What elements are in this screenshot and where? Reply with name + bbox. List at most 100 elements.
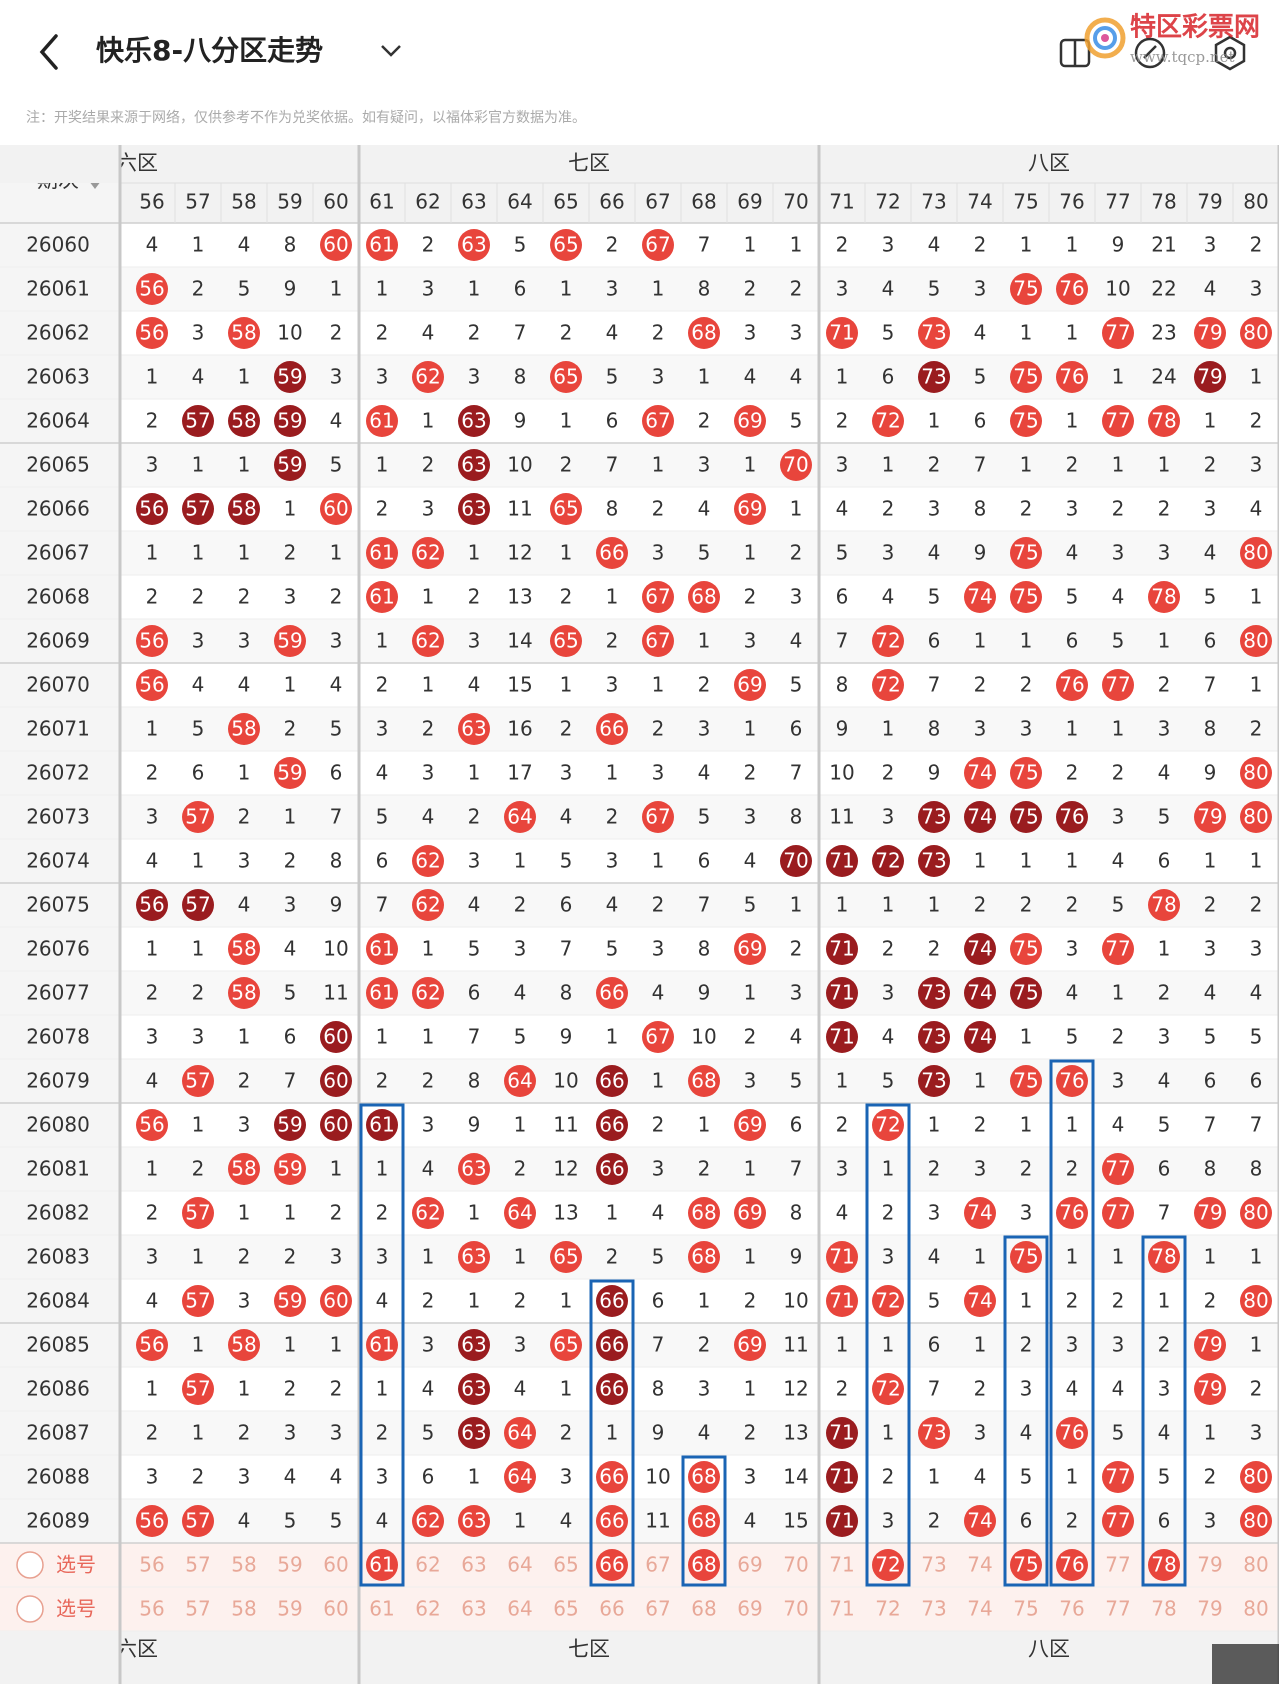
hit-number: 80 xyxy=(1243,629,1268,653)
hit-number: 60 xyxy=(323,1289,348,1313)
miss-count: 4 xyxy=(192,365,205,389)
miss-count: 8 xyxy=(284,233,297,257)
miss-count: 77 xyxy=(1105,1553,1130,1577)
miss-count: 1 xyxy=(744,233,757,257)
miss-count: 1 xyxy=(1020,453,1033,477)
select-radio[interactable] xyxy=(16,1595,44,1623)
hit-number: 71 xyxy=(829,1245,854,1269)
miss-count: 1 xyxy=(192,1333,205,1357)
miss-count: 1 xyxy=(928,1113,941,1137)
miss-count: 1 xyxy=(1066,849,1079,873)
hit-ball xyxy=(642,1021,674,1053)
miss-count: 1 xyxy=(790,497,803,521)
hit-ball xyxy=(228,1329,260,1361)
hit-ball xyxy=(826,977,858,1009)
column-number: 64 xyxy=(507,190,532,214)
hit-ball xyxy=(136,625,168,657)
miss-count: 69 xyxy=(737,1597,762,1621)
miss-count: 58 xyxy=(231,1597,256,1621)
miss-count: 2 xyxy=(974,1377,987,1401)
hit-number: 68 xyxy=(691,1465,716,1489)
hit-number: 72 xyxy=(875,849,900,873)
hit-number: 66 xyxy=(599,1377,624,1401)
highlight-box xyxy=(589,1279,635,1587)
miss-count: 3 xyxy=(146,1025,159,1049)
settings-icon[interactable] xyxy=(1214,35,1246,71)
miss-count: 2 xyxy=(422,1069,435,1093)
hit-number: 75 xyxy=(1013,365,1038,389)
miss-count: 72 xyxy=(875,1597,900,1621)
hit-number: 56 xyxy=(139,1333,164,1357)
miss-count: 4 xyxy=(790,365,803,389)
hit-ball xyxy=(366,229,398,261)
miss-count: 2 xyxy=(284,849,297,873)
row-stripe xyxy=(120,707,1279,751)
hit-ball xyxy=(688,317,720,349)
column-number: 58 xyxy=(231,190,256,214)
hit-number: 74 xyxy=(967,1201,992,1225)
miss-count: 2 xyxy=(284,717,297,741)
miss-count: 70 xyxy=(783,1553,808,1577)
expand-button-bg[interactable] xyxy=(1212,1644,1279,1684)
miss-count: 62 xyxy=(415,1553,440,1577)
miss-count: 15 xyxy=(507,673,532,697)
hit-number: 57 xyxy=(185,1377,210,1401)
hit-number: 77 xyxy=(1105,673,1130,697)
miss-count: 1 xyxy=(790,233,803,257)
miss-count: 6 xyxy=(330,761,343,785)
hit-number: 58 xyxy=(231,497,256,521)
miss-count: 10 xyxy=(691,1025,716,1049)
hit-number: 56 xyxy=(139,321,164,345)
select-radio[interactable] xyxy=(16,1551,44,1579)
miss-count: 12 xyxy=(553,1157,578,1181)
miss-count: 1 xyxy=(468,761,481,785)
miss-count: 11 xyxy=(323,981,348,1005)
miss-count: 3 xyxy=(606,849,619,873)
miss-count: 3 xyxy=(284,893,297,917)
miss-count: 3 xyxy=(192,321,205,345)
hit-number: 57 xyxy=(185,893,210,917)
miss-count: 1 xyxy=(1066,1465,1079,1489)
layout-icon[interactable] xyxy=(1059,38,1091,68)
hit-number: 75 xyxy=(1013,277,1038,301)
miss-count: 9 xyxy=(560,1025,573,1049)
hit-number: 78 xyxy=(1151,893,1176,917)
back-button[interactable] xyxy=(39,34,58,70)
hit-ball xyxy=(964,1505,996,1537)
miss-count: 2 xyxy=(238,1421,251,1445)
hit-number: 73 xyxy=(921,1069,946,1093)
miss-count: 2 xyxy=(606,629,619,653)
hit-number: 77 xyxy=(1105,321,1130,345)
bottom-zone-name: 六区 xyxy=(116,1637,158,1661)
miss-count: 8 xyxy=(652,1377,665,1401)
hit-number: 72 xyxy=(875,409,900,433)
miss-count: 4 xyxy=(284,1465,297,1489)
hit-ball xyxy=(1240,317,1272,349)
refresh-icon[interactable] xyxy=(1134,37,1166,69)
miss-count: 1 xyxy=(560,1289,573,1313)
miss-count: 1 xyxy=(192,849,205,873)
hit-ball xyxy=(1194,361,1226,393)
hit-ball xyxy=(274,1285,306,1317)
hit-number: 68 xyxy=(691,585,716,609)
hit-number: 75 xyxy=(1013,409,1038,433)
miss-count: 9 xyxy=(928,761,941,785)
miss-count: 7 xyxy=(928,1377,941,1401)
column-number: 78 xyxy=(1151,190,1176,214)
miss-count: 4 xyxy=(836,497,849,521)
hit-ball xyxy=(550,361,582,393)
miss-count: 1 xyxy=(238,761,251,785)
miss-count: 1 xyxy=(1066,1245,1079,1269)
period: 26079 xyxy=(26,1069,90,1093)
hit-ball xyxy=(550,1241,582,1273)
miss-count: 3 xyxy=(928,1201,941,1225)
hit-ball xyxy=(1010,757,1042,789)
title-dropdown[interactable] xyxy=(381,45,401,57)
miss-count: 6 xyxy=(192,761,205,785)
hit-ball xyxy=(1010,405,1042,437)
miss-count: 3 xyxy=(1112,805,1125,829)
miss-count: 4 xyxy=(928,1245,941,1269)
miss-count: 3 xyxy=(146,805,159,829)
miss-count: 4 xyxy=(744,849,757,873)
hit-ball xyxy=(872,1549,904,1581)
